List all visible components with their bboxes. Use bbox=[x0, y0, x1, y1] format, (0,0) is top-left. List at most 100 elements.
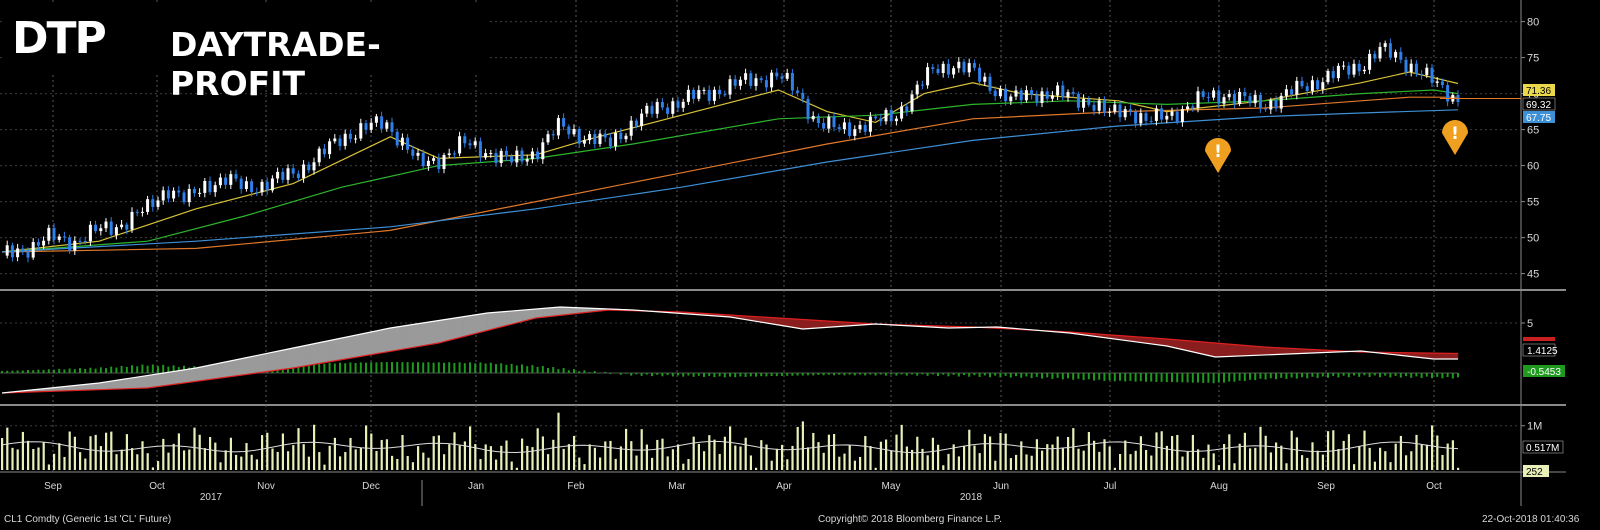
volume-bar bbox=[567, 444, 570, 470]
candle-body bbox=[1004, 88, 1008, 102]
candle-body bbox=[291, 168, 295, 174]
volume-bar bbox=[1441, 454, 1444, 470]
volume-bar bbox=[58, 443, 61, 470]
candle-body bbox=[1076, 93, 1080, 108]
volume-bar bbox=[339, 456, 342, 470]
candle-body bbox=[1331, 71, 1335, 79]
candle-body bbox=[416, 152, 420, 156]
macd-histogram-bar bbox=[890, 373, 893, 375]
volume-bar bbox=[281, 433, 284, 470]
volume-bar bbox=[1155, 432, 1158, 470]
macd-histogram-bar bbox=[541, 365, 544, 373]
candle-body bbox=[983, 76, 987, 82]
volume-bar bbox=[1186, 451, 1189, 470]
footer-copyright: Copyright© 2018 Bloomberg Finance L.P. bbox=[818, 514, 1002, 525]
volume-bar bbox=[1358, 446, 1361, 470]
volume-bar bbox=[1041, 450, 1044, 470]
macd-histogram-bar bbox=[323, 363, 326, 373]
month-label: Apr bbox=[776, 481, 792, 492]
macd-histogram-bar bbox=[1269, 373, 1272, 379]
macd-histogram-bar bbox=[500, 363, 503, 373]
volume-bar bbox=[172, 443, 175, 470]
volume-bar bbox=[619, 446, 622, 470]
volume-bar bbox=[1056, 436, 1059, 470]
macd-histogram-bar bbox=[1160, 373, 1163, 382]
macd-histogram-bar bbox=[588, 372, 591, 373]
macd-histogram-bar bbox=[916, 373, 919, 376]
macd-histogram-bar bbox=[926, 373, 929, 376]
volume-bar bbox=[1238, 443, 1241, 470]
volume-bar bbox=[354, 449, 357, 470]
macd-histogram-bar bbox=[973, 373, 976, 376]
volume-bar bbox=[1249, 448, 1252, 470]
macd-histogram-bar bbox=[531, 365, 534, 373]
candle-body bbox=[946, 63, 950, 75]
macd-histogram-bar bbox=[157, 366, 159, 373]
candle-body bbox=[94, 224, 98, 232]
candle-body bbox=[556, 118, 560, 136]
volume-bar bbox=[193, 427, 196, 470]
price-axis-tag bbox=[1523, 111, 1555, 123]
volume-bar bbox=[630, 441, 633, 470]
volume-bar bbox=[68, 431, 71, 470]
candle-body bbox=[109, 221, 113, 235]
candle-body bbox=[1118, 104, 1122, 118]
volume-bar bbox=[661, 438, 664, 470]
candle-body bbox=[692, 89, 696, 99]
macd-histogram-bar bbox=[812, 373, 815, 376]
candle-body bbox=[229, 174, 233, 185]
candle-body bbox=[1180, 109, 1184, 123]
candle-body bbox=[57, 236, 61, 240]
candle-body bbox=[941, 63, 945, 74]
volume-bar bbox=[157, 461, 160, 470]
candle-body bbox=[520, 150, 524, 162]
candle-body bbox=[1258, 94, 1262, 109]
candle-body bbox=[432, 158, 436, 161]
candle-body bbox=[83, 241, 87, 243]
volume-bar bbox=[318, 452, 321, 470]
candle-body bbox=[1274, 100, 1278, 109]
candle-body bbox=[146, 199, 150, 212]
volume-bar bbox=[1129, 454, 1132, 470]
volume-bar bbox=[1425, 444, 1428, 470]
candle-body bbox=[161, 190, 165, 201]
volume-bar bbox=[692, 436, 695, 470]
volume-bar bbox=[63, 456, 66, 470]
candle-body bbox=[1134, 111, 1138, 124]
volume-bar bbox=[895, 434, 898, 470]
macd-histogram-bar bbox=[406, 362, 409, 373]
candle-body bbox=[728, 79, 732, 95]
volume-bar bbox=[1051, 444, 1054, 470]
volume-bar bbox=[167, 452, 170, 470]
macd-histogram-bar bbox=[349, 362, 352, 373]
candle-body bbox=[421, 152, 425, 167]
volume-bar bbox=[47, 464, 50, 470]
macd-histogram-bar bbox=[723, 373, 726, 378]
macd-fill-segment bbox=[390, 325, 403, 352]
candle-body bbox=[1206, 96, 1210, 98]
macd-histogram-bar bbox=[578, 371, 581, 373]
volume-bar bbox=[240, 456, 243, 470]
alert-marker-glyph: ! bbox=[1214, 142, 1222, 162]
candle-body bbox=[546, 134, 550, 143]
macd-histogram-bar bbox=[1353, 373, 1355, 376]
macd-fill-segment bbox=[244, 355, 258, 375]
volume-bar bbox=[1321, 454, 1324, 470]
candle-body bbox=[1373, 53, 1377, 59]
price-tick-label: 55 bbox=[1527, 197, 1539, 209]
volume-bar bbox=[146, 453, 149, 470]
volume-bar bbox=[302, 444, 305, 470]
macd-histogram-bar bbox=[999, 373, 1002, 378]
macd-histogram-bar bbox=[6, 370, 9, 373]
macd-fill-segment bbox=[462, 314, 476, 338]
macd-hist-axis-tag bbox=[1523, 365, 1565, 377]
volume-bar bbox=[1009, 458, 1012, 470]
candle-body bbox=[484, 153, 488, 158]
macd-histogram-bar bbox=[599, 373, 601, 374]
macd-histogram-bar bbox=[1082, 373, 1085, 381]
volume-bar bbox=[547, 454, 550, 470]
price-axis-tag-label: 69.32 bbox=[1526, 100, 1551, 111]
candle-body bbox=[120, 224, 124, 228]
candle-body bbox=[1201, 91, 1205, 97]
candle-body bbox=[515, 150, 519, 163]
